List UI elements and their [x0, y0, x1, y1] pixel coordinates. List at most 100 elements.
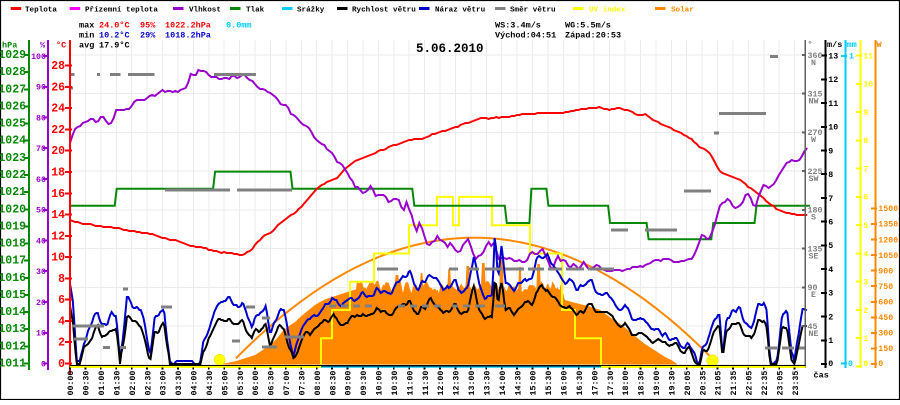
svg-text:1: 1 [828, 337, 833, 346]
svg-text:WS:3.4m/s: WS:3.4m/s [495, 21, 541, 31]
svg-text:01:00: 01:00 [98, 371, 107, 396]
svg-text:1015: 1015 [0, 289, 26, 302]
svg-text:min: min [79, 31, 94, 41]
svg-text:1500: 1500 [878, 205, 898, 214]
svg-text:22:35: 22:35 [761, 371, 770, 396]
svg-text:0: 0 [828, 360, 833, 369]
svg-text:Východ:04:51: Východ:04:51 [495, 31, 556, 41]
svg-text:1020: 1020 [0, 203, 26, 216]
svg-text:22: 22 [51, 124, 65, 137]
svg-text:1023: 1023 [0, 152, 26, 165]
svg-text:1012: 1012 [0, 340, 26, 353]
svg-text:17.9°C: 17.9°C [99, 41, 130, 51]
svg-text:750: 750 [878, 283, 893, 292]
svg-text:2: 2 [863, 307, 868, 316]
svg-text:900: 900 [878, 267, 893, 276]
svg-text:10:30: 10:30 [391, 371, 400, 396]
svg-text:10: 10 [51, 252, 65, 265]
svg-text:Přízemní teplota: Přízemní teplota [85, 7, 158, 15]
svg-text:21:35: 21:35 [730, 371, 739, 396]
svg-text:20:05: 20:05 [684, 371, 693, 396]
svg-text:01:30: 01:30 [113, 371, 122, 396]
svg-text:10.2°C: 10.2°C [99, 31, 130, 41]
svg-text:%: % [40, 41, 46, 51]
svg-text:1016: 1016 [0, 272, 26, 285]
svg-text:30: 30 [36, 268, 46, 277]
svg-text:22:05: 22:05 [746, 371, 755, 396]
svg-text:15:00: 15:00 [530, 371, 539, 396]
svg-text:24: 24 [51, 103, 65, 116]
svg-text:7: 7 [863, 165, 868, 174]
svg-text:1028: 1028 [0, 66, 26, 79]
svg-text:16:30: 16:30 [576, 371, 585, 396]
svg-text:10: 10 [36, 330, 46, 339]
svg-text:1024: 1024 [0, 135, 26, 148]
svg-text:N: N [811, 59, 816, 68]
svg-text:11:30: 11:30 [422, 371, 431, 396]
svg-text:6: 6 [828, 218, 833, 227]
svg-text:45: 45 [808, 323, 818, 332]
svg-text:1014: 1014 [0, 306, 26, 319]
svg-text:20: 20 [51, 145, 65, 158]
svg-text:315: 315 [808, 91, 823, 100]
svg-text:Západ:20:53: Západ:20:53 [565, 31, 621, 41]
svg-text:Vlhkost: Vlhkost [189, 7, 221, 15]
svg-text:9: 9 [863, 109, 868, 118]
svg-text:0: 0 [41, 360, 46, 369]
svg-text:05:30: 05:30 [237, 371, 246, 396]
svg-text:SE: SE [809, 252, 819, 261]
svg-text:00:00: 00:00 [67, 371, 76, 396]
svg-text:8: 8 [863, 137, 868, 146]
svg-text:1026: 1026 [0, 100, 26, 113]
svg-text:07:30: 07:30 [298, 371, 307, 396]
svg-text:29%: 29% [140, 31, 156, 41]
svg-text:450: 450 [878, 314, 893, 323]
svg-text:Solar: Solar [671, 7, 694, 15]
svg-text:Náraz větru: Náraz větru [435, 7, 486, 15]
svg-text:5: 5 [828, 242, 833, 251]
svg-text:Tlak: Tlak [246, 7, 265, 15]
svg-text:18:00: 18:00 [622, 371, 631, 396]
svg-text:NE: NE [809, 330, 819, 339]
svg-text:20: 20 [36, 299, 46, 308]
svg-text:21:05: 21:05 [715, 371, 724, 396]
svg-text:6: 6 [863, 194, 868, 203]
svg-text:S: S [811, 214, 816, 223]
svg-text:70: 70 [36, 145, 46, 154]
svg-text:SW: SW [809, 175, 819, 184]
svg-text:26: 26 [51, 81, 65, 94]
svg-text:1029: 1029 [0, 49, 26, 62]
svg-text:270: 270 [808, 129, 823, 138]
svg-text:02:00: 02:00 [129, 371, 138, 396]
svg-text:10: 10 [863, 81, 873, 90]
svg-text:1350: 1350 [878, 221, 898, 230]
svg-text:Teplota: Teplota [25, 7, 57, 15]
svg-text:13: 13 [828, 52, 838, 61]
svg-text:04:00: 04:00 [191, 371, 200, 396]
svg-text:WG:5.5m/s: WG:5.5m/s [565, 21, 611, 31]
svg-text:W: W [811, 136, 816, 145]
svg-text:1022: 1022 [0, 169, 26, 182]
svg-text:23:05: 23:05 [776, 371, 785, 396]
svg-text:06:30: 06:30 [268, 371, 277, 396]
svg-text:1: 1 [863, 335, 868, 344]
svg-text:5.06.2010: 5.06.2010 [416, 42, 484, 56]
svg-text:06:00: 06:00 [252, 371, 261, 396]
svg-text:23:35: 23:35 [792, 371, 801, 396]
svg-text:E: E [811, 291, 816, 300]
svg-text:čas: čas [814, 371, 829, 381]
svg-text:12:00: 12:00 [437, 371, 446, 396]
svg-text:04:30: 04:30 [206, 371, 215, 396]
svg-text:135: 135 [808, 245, 823, 254]
svg-text:12: 12 [828, 76, 838, 85]
svg-text:1200: 1200 [878, 236, 898, 245]
svg-text:15:30: 15:30 [545, 371, 554, 396]
svg-text:95%: 95% [140, 21, 156, 31]
svg-text:1025: 1025 [0, 118, 26, 131]
svg-text:max: max [79, 21, 94, 31]
svg-text:08:00: 08:00 [314, 371, 323, 396]
svg-text:4: 4 [58, 315, 65, 328]
svg-text:19:00: 19:00 [653, 371, 662, 396]
svg-text:8: 8 [828, 171, 833, 180]
svg-text:1050: 1050 [878, 252, 898, 261]
